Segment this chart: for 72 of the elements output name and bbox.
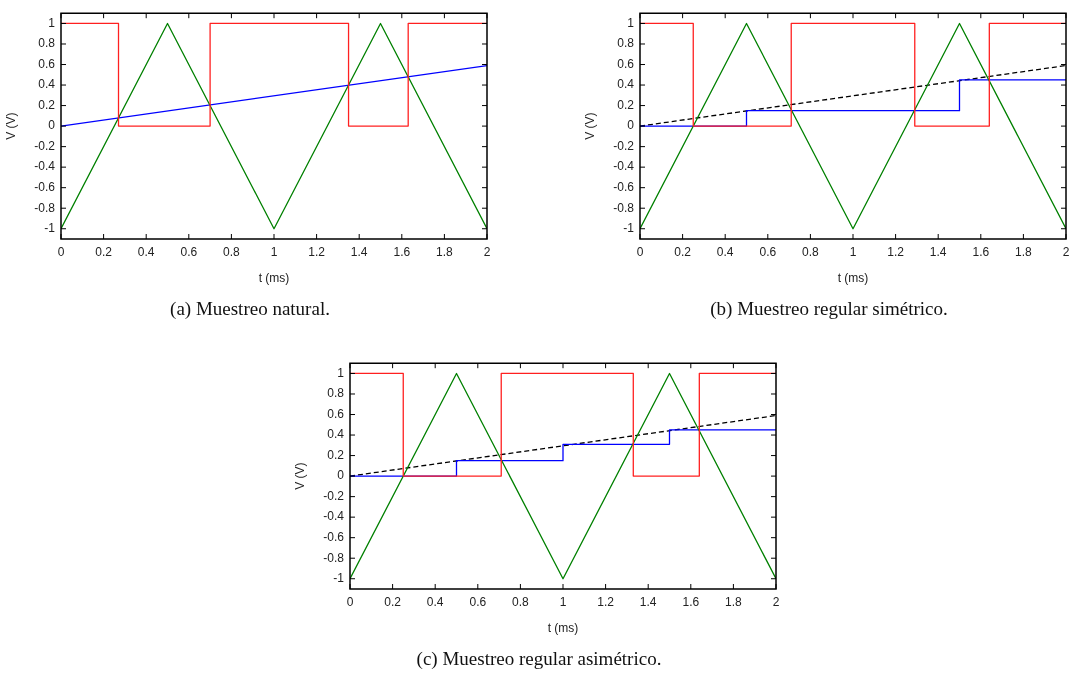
y-tick-label: 1 — [627, 15, 635, 30]
y-tick-label: -0.2 — [34, 138, 56, 153]
x-tick-label: 2 — [483, 244, 491, 259]
y-tick-label: 0.8 — [617, 36, 635, 51]
x-tick-label: 2 — [772, 594, 780, 609]
x-tick-label: 0.4 — [137, 244, 155, 259]
y-tick-label: 1 — [48, 15, 56, 30]
x-tick-label: 1.6 — [393, 244, 411, 259]
x-axis-title: t (ms) — [258, 271, 290, 286]
text: (a) Muestreo natural. — [169, 298, 331, 320]
y-tick-label: -0.6 — [323, 529, 345, 544]
y-axis-title: V (V) — [582, 112, 597, 140]
x-tick-label: 1.4 — [350, 244, 368, 259]
y-tick-label: -1 — [44, 221, 56, 236]
y-tick-label: 0.2 — [327, 447, 345, 462]
x-tick-label: 1.4 — [929, 244, 947, 259]
x-tick-label: 1.2 — [887, 244, 905, 259]
y-tick-label: 0 — [337, 468, 345, 483]
x-tick-label: 0.8 — [802, 244, 820, 259]
x-tick-label: 1.2 — [308, 244, 326, 259]
x-axis-title: t (ms) — [837, 271, 869, 286]
text: (c) Muestreo regular asimétrico. — [415, 648, 663, 670]
y-tick-label: 0.4 — [327, 427, 345, 442]
y-tick-label: -0.4 — [613, 159, 635, 174]
y-tick-label: 0.8 — [327, 386, 345, 401]
x-tick-label: 1 — [270, 244, 278, 259]
x-axis-title: t (ms) — [547, 621, 579, 636]
y-tick-label: 0.6 — [327, 406, 345, 421]
y-tick-label: 0 — [627, 118, 635, 133]
y-tick-label: 0.6 — [38, 56, 56, 71]
y-tick-label: -1 — [333, 571, 345, 586]
y-tick-label: -0.2 — [613, 138, 635, 153]
y-tick-label: -0.4 — [34, 159, 56, 174]
y-axis-title: V (V) — [292, 462, 307, 490]
x-tick-label: 1.8 — [1015, 244, 1033, 259]
y-tick-label: 1 — [337, 365, 345, 380]
x-tick-label: 0.8 — [223, 244, 241, 259]
y-tick-label: 0.4 — [617, 77, 635, 92]
x-tick-label: 0.2 — [95, 244, 113, 259]
y-tick-label: -0.6 — [34, 179, 56, 194]
x-tick-label: 0.4 — [426, 594, 444, 609]
y-tick-label: 0.4 — [38, 77, 56, 92]
y-axis-title: V (V) — [3, 112, 18, 140]
y-tick-label: 0.6 — [617, 56, 635, 71]
x-tick-label: 1.6 — [682, 594, 700, 609]
y-tick-label: -0.4 — [323, 509, 345, 524]
x-tick-label: 0.6 — [759, 244, 777, 259]
y-tick-label: -0.8 — [34, 200, 56, 215]
y-tick-label: -0.8 — [613, 200, 635, 215]
x-tick-label: 0.4 — [716, 244, 734, 259]
y-tick-label: 0.2 — [617, 97, 635, 112]
y-tick-label: -0.6 — [613, 179, 635, 194]
x-tick-label: 1.2 — [597, 594, 615, 609]
x-tick-label: 0.6 — [180, 244, 198, 259]
y-tick-label: 0.8 — [38, 36, 56, 51]
y-tick-label: -0.8 — [323, 550, 345, 565]
x-tick-label: 0.8 — [512, 594, 530, 609]
x-tick-label: 2 — [1062, 244, 1070, 259]
x-tick-label: 1.8 — [436, 244, 454, 259]
y-tick-label: -1 — [623, 221, 635, 236]
x-tick-label: 1.8 — [725, 594, 743, 609]
x-tick-label: 0.2 — [384, 594, 402, 609]
x-tick-label: 1 — [849, 244, 857, 259]
y-tick-label: 0.2 — [38, 97, 56, 112]
y-tick-label: -0.2 — [323, 488, 345, 503]
x-tick-label: 1.6 — [972, 244, 990, 259]
text: (b) Muestreo regular simétrico. — [709, 298, 949, 320]
x-tick-label: 0.6 — [469, 594, 487, 609]
x-tick-label: 1 — [559, 594, 567, 609]
x-tick-label: 1.4 — [639, 594, 657, 609]
x-tick-label: 0.2 — [674, 244, 692, 259]
y-tick-label: 0 — [48, 118, 56, 133]
